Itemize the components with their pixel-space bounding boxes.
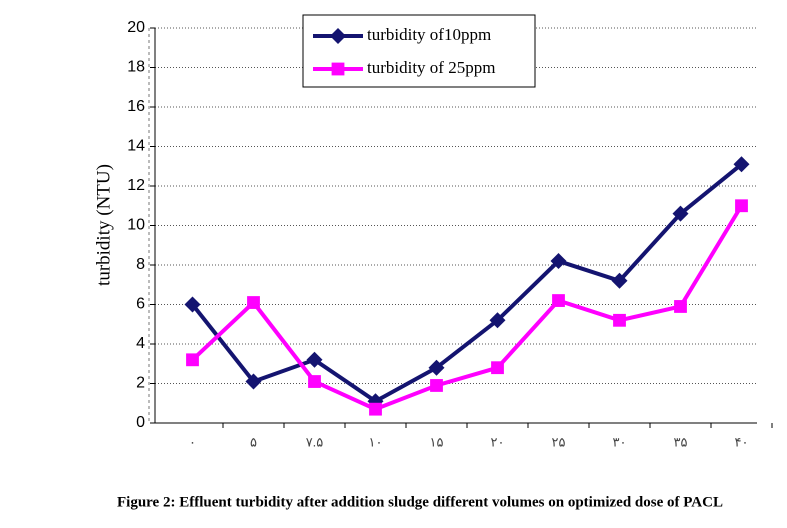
marker — [330, 28, 346, 44]
y-tick-label: 20 — [127, 19, 145, 36]
y-tick-label: 4 — [136, 335, 145, 352]
marker — [491, 361, 504, 375]
x-tick-label: ۵ — [250, 434, 257, 449]
y-tick-label: 18 — [127, 59, 145, 76]
marker — [186, 353, 199, 367]
marker — [184, 296, 201, 313]
marker — [430, 379, 443, 392]
x-tick-label: ۲۵ — [552, 434, 566, 449]
y-axis-title: turbidity (NTU) — [93, 164, 114, 286]
marker — [247, 296, 260, 309]
marker — [672, 205, 689, 222]
y-tick-label: 0 — [136, 414, 145, 431]
y-tick-label: 16 — [127, 98, 145, 115]
y-tick-label: 12 — [127, 177, 145, 194]
marker — [733, 156, 750, 173]
series-line — [191, 204, 744, 412]
x-tick-label: ۴۰ — [735, 434, 749, 449]
x-tick-label: ۲۰ — [491, 434, 505, 449]
y-tick-label: 6 — [136, 296, 145, 313]
marker — [674, 300, 687, 313]
x-tick-label: ۰ — [189, 434, 196, 449]
x-tick-label: ۱۵ — [430, 434, 444, 449]
marker — [735, 199, 748, 213]
x-tick-label: ۳۰ — [613, 434, 627, 449]
marker — [613, 313, 626, 327]
x-tick-label: ۳۵ — [674, 434, 688, 449]
legend-label: turbidity of 25ppm — [367, 58, 495, 77]
plot — [184, 156, 750, 416]
caption: Figure 2: Effluent turbidity after addit… — [117, 494, 723, 510]
marker — [331, 62, 345, 76]
y-tick-label: 2 — [136, 375, 145, 392]
marker — [306, 351, 323, 368]
series-line — [190, 162, 743, 404]
y-tick-label: 10 — [127, 217, 145, 234]
marker — [611, 272, 628, 289]
marker — [308, 375, 321, 388]
x-tick-label: ۱۰ — [369, 434, 383, 449]
marker — [369, 402, 382, 416]
x-tick-label: ۷.۵ — [306, 434, 324, 449]
marker — [245, 373, 262, 390]
marker — [550, 253, 567, 270]
marker — [552, 294, 565, 307]
y-tick-label: 14 — [127, 138, 145, 155]
marker — [428, 359, 445, 376]
legend-label: turbidity of10ppm — [367, 25, 491, 44]
marker — [489, 312, 506, 329]
y-tick-label: 8 — [136, 256, 145, 273]
